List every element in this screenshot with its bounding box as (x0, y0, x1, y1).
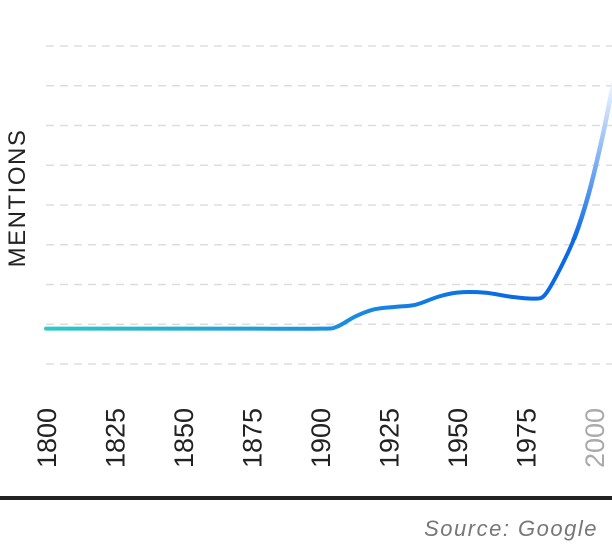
x-tick-label: 1900 (306, 408, 336, 468)
source-credit: Source: Google (424, 516, 598, 541)
y-axis-label: MENTIONS (4, 128, 31, 268)
mentions-chart: 1800 1825 1850 1875 1900 1925 1950 1975 2000 (32, 45, 612, 468)
x-tick-label: 1800 (32, 408, 62, 468)
series-line-highlight (571, 80, 612, 240)
x-tick-label: 1825 (101, 408, 131, 468)
x-tick-label: 1975 (512, 408, 542, 468)
series-line (44, 81, 612, 331)
x-tick-label: 1850 (169, 408, 199, 468)
x-tick-label: 1925 (375, 408, 405, 468)
series-layer (44, 80, 612, 331)
x-tick-label: 1950 (443, 408, 473, 468)
grid-lines (46, 45, 612, 365)
x-tick-label: 1875 (238, 408, 268, 468)
x-tick-label: 2000 (580, 408, 610, 468)
x-tick-labels: 1800 1825 1850 1875 1900 1925 1950 1975 2000 (32, 408, 610, 468)
bottom-rule (0, 496, 612, 500)
